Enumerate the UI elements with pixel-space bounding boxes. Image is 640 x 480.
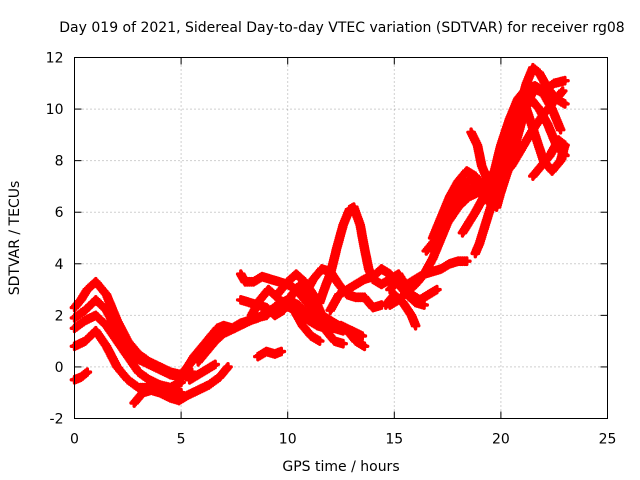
x-tick-label: 10: [279, 432, 297, 448]
data-series: [69, 62, 570, 408]
x-tick-label: 0: [70, 432, 79, 448]
y-tick-label: 2: [55, 308, 64, 324]
series-track-28: [528, 135, 570, 181]
y-tick-label: 8: [55, 154, 64, 170]
x-axis-label: GPS time / hours: [282, 459, 399, 475]
x-tick-label: 25: [599, 432, 617, 448]
series-track-27: [470, 99, 570, 259]
y-tick-label: 4: [55, 257, 64, 273]
y-tick-label: 10: [46, 102, 64, 118]
y-tick-label: 0: [55, 360, 64, 376]
y-axis-label: SDTVAR / TECUs: [7, 181, 23, 296]
plot-frame: [74, 57, 608, 419]
series-track-14: [253, 346, 287, 362]
chart-title: Day 019 of 2021, Sidereal Day-to-day VTE…: [59, 20, 624, 36]
series-track-7: [184, 359, 221, 385]
y-tick-label: -2: [50, 412, 64, 428]
axis-ticks: 0 5 10 15 20 25 -2 0 2 4 6 8 10 12: [46, 51, 617, 448]
x-tick-label: 15: [385, 432, 403, 448]
x-tick-label: 20: [492, 432, 510, 448]
y-tick-label: 12: [46, 51, 64, 67]
y-tick-label: 6: [55, 205, 64, 221]
series-track-6: [129, 362, 233, 408]
series-track-10: [203, 323, 240, 349]
series-track-13: [246, 284, 325, 346]
series-track-17: [314, 202, 442, 308]
x-tick-label: 5: [177, 432, 186, 448]
